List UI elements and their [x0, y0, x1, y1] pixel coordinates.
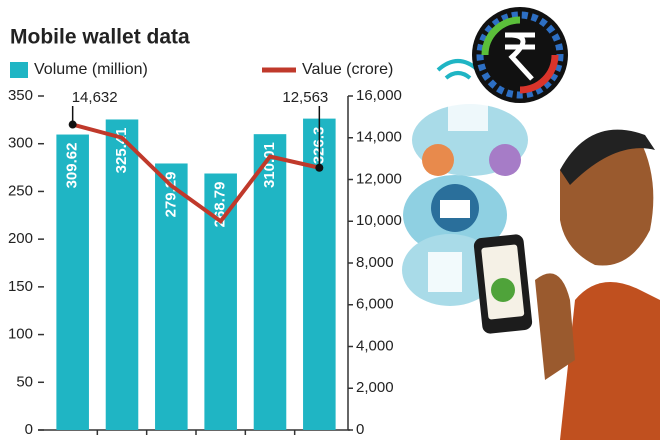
- bar: [253, 134, 287, 431]
- bar: [56, 134, 89, 430]
- y-tick-label: 200: [8, 230, 33, 247]
- bar-value-label: 309.62: [64, 143, 81, 189]
- y2-tick-label: 14,000: [356, 129, 402, 146]
- illustration: [402, 7, 660, 440]
- bar-value-label: 310.01: [261, 142, 278, 188]
- y-tick-label: 350: [8, 87, 33, 104]
- y2-tick-label: 2,000: [356, 379, 394, 396]
- legend-label: Volume (million): [34, 61, 148, 78]
- y-tick-label: 0: [25, 421, 33, 438]
- y2-tick-label: 16,000: [356, 87, 402, 104]
- line: [72, 122, 320, 225]
- bar: [105, 119, 139, 431]
- line-value-label: 12,563: [282, 89, 328, 106]
- y-tick-label: 150: [8, 278, 33, 295]
- y2-tick-label: 0: [356, 421, 364, 438]
- line-marker: [68, 120, 77, 129]
- y-tick-label: 50: [16, 373, 33, 390]
- legend-label: Value (crore): [302, 61, 393, 78]
- y-tick-label: 300: [8, 135, 33, 152]
- y2-tick-label: 12,000: [356, 170, 402, 187]
- bar: [204, 173, 237, 430]
- legend-swatch: [10, 62, 28, 78]
- y2-tick-label: 8,000: [356, 254, 394, 271]
- y-tick-label: 250: [8, 182, 33, 199]
- y2-tick-label: 6,000: [356, 296, 394, 313]
- y-tick-label: 100: [8, 326, 33, 343]
- line-value-label: 14,632: [72, 89, 118, 106]
- chart-title: Mobile wallet data: [10, 26, 190, 49]
- y2-tick-label: 4,000: [356, 337, 394, 354]
- bar: [155, 163, 188, 430]
- y2-tick-label: 10,000: [356, 212, 402, 229]
